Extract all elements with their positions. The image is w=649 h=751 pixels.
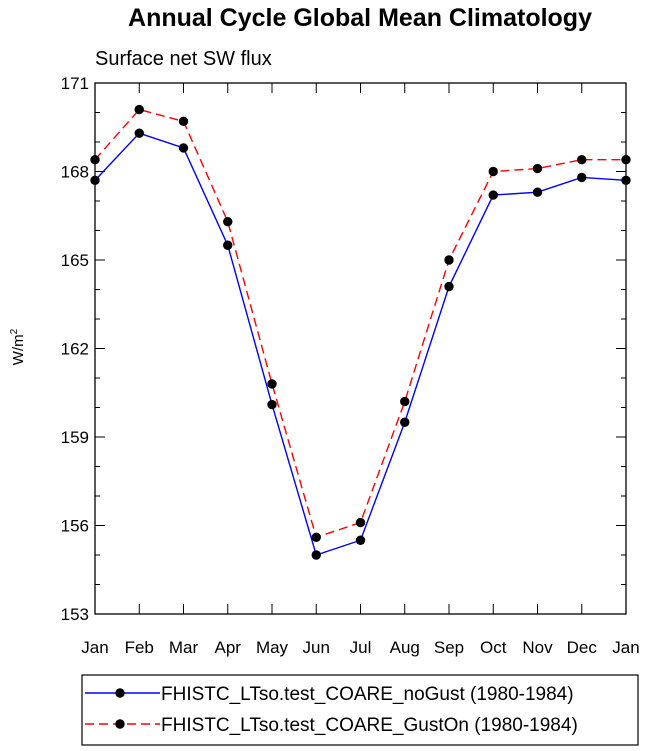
x-tick-label: Aug: [390, 638, 420, 657]
chart-title: Annual Cycle Global Mean Climatology: [128, 4, 592, 32]
y-axis-label-superscript: 2: [9, 328, 20, 334]
series-2-point: [355, 517, 366, 528]
axes: 153 156 159 162 165 168 171 Jan Feb Mar Apr May Jun J…: [61, 74, 640, 657]
series-2-point: [400, 396, 410, 407]
legend-marker-2: [115, 719, 125, 729]
svg-text:W/m2: W/m2: [9, 328, 27, 365]
series-layer: [90, 104, 631, 560]
series-2-point: [134, 104, 144, 115]
y-tick-label: 162: [61, 340, 89, 359]
series-2-point: [444, 255, 454, 265]
x-tick-label: Apr: [215, 638, 242, 657]
series-2-point: [621, 155, 631, 165]
x-tick-label: Oct: [480, 638, 507, 657]
series-1-point: [355, 535, 366, 545]
series-2-point: [223, 216, 233, 227]
y-tick-label: 156: [61, 517, 89, 536]
series-2-point: [178, 116, 189, 127]
x-tick-label: Feb: [125, 638, 154, 657]
x-tick-label: Mar: [169, 638, 199, 657]
series-1-point: [532, 187, 543, 197]
plot-frame: [94, 82, 627, 615]
x-tick-label: Nov: [522, 638, 553, 657]
x-tick-label: Sep: [434, 638, 464, 657]
legend: FHISTC_LTso.test_COARE_noGust (1980-1984…: [81, 674, 639, 746]
series-1-point: [267, 399, 277, 410]
series-line-1: [94, 132, 627, 556]
series-1-point: [311, 550, 321, 560]
chart-subtitle: Surface net SW flux: [95, 48, 272, 70]
y-tick-label: 159: [61, 428, 89, 447]
series-1-point: [488, 190, 498, 200]
series-2-point: [577, 155, 587, 165]
y-tick-label: 165: [61, 251, 89, 270]
series-1-point: [223, 240, 233, 250]
y-axis-label-text: W/m: [10, 334, 27, 365]
y-tick-label: 171: [61, 74, 89, 93]
series-2-point: [267, 379, 277, 389]
series-1-point: [621, 175, 631, 186]
x-tick-label: Jun: [303, 638, 330, 657]
x-tick-label: May: [256, 638, 289, 657]
series-2-point: [532, 163, 543, 174]
x-tick-label: Jan: [81, 638, 108, 657]
series-1-point: [178, 143, 189, 153]
y-tick-label: 153: [61, 605, 89, 624]
series-1-point: [444, 281, 454, 292]
legend-marker-1: [115, 688, 125, 698]
series-1-point: [134, 128, 144, 138]
x-tick-label: Jul: [350, 638, 372, 657]
series-2-point: [488, 166, 498, 177]
series-line-2: [94, 108, 626, 539]
x-tick-label: Dec: [567, 638, 598, 657]
legend-label-2: FHISTC_LTso.test_COARE_GustOn (1980-1984…: [161, 715, 578, 736]
series-1-point: [90, 175, 100, 186]
x-tick-label: Jan: [612, 638, 639, 657]
series-2-point: [90, 155, 100, 165]
legend-label-1: FHISTC_LTso.test_COARE_noGust (1980-1984…: [161, 684, 574, 705]
y-axis-label: W/m2: [9, 328, 27, 365]
legend-box: [81, 674, 639, 746]
series-2-point: [311, 532, 321, 542]
series-1-point: [577, 172, 587, 183]
y-tick-label: 168: [61, 163, 89, 182]
series-1-point: [400, 417, 410, 427]
